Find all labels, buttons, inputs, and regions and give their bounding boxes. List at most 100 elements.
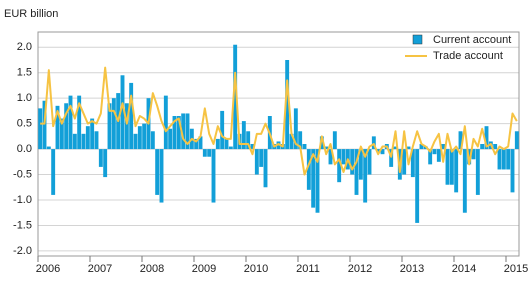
bar xyxy=(419,144,424,150)
legend-label: Trade account xyxy=(433,50,503,62)
bar xyxy=(241,121,246,150)
bar xyxy=(302,144,307,150)
y-tick-label: -0.5 xyxy=(13,168,32,180)
bar xyxy=(224,138,229,150)
bar xyxy=(159,149,164,203)
y-tick-label: 0.0 xyxy=(17,143,32,155)
bar xyxy=(319,136,324,150)
plot-frame xyxy=(37,31,520,257)
bar xyxy=(120,75,125,150)
bar xyxy=(376,149,381,152)
y-tick-label: 0.5 xyxy=(17,118,32,130)
bar xyxy=(415,149,420,223)
bar xyxy=(332,131,337,150)
bar xyxy=(81,133,86,150)
bar xyxy=(176,116,181,150)
line xyxy=(40,66,518,176)
bar xyxy=(371,136,376,150)
bar xyxy=(98,149,103,167)
x-tick-label: 2015 xyxy=(504,263,528,275)
bar xyxy=(354,149,359,195)
bar xyxy=(185,113,190,150)
bar xyxy=(306,149,311,190)
bar xyxy=(497,149,502,170)
bar xyxy=(501,149,506,170)
bar xyxy=(207,149,212,157)
bar xyxy=(328,149,333,165)
bar xyxy=(436,149,441,162)
bar xyxy=(445,149,450,185)
bar xyxy=(198,136,203,150)
y-tick-label: -1.0 xyxy=(13,194,32,206)
bar xyxy=(493,144,498,150)
bar xyxy=(202,149,207,157)
y-tick-label: 2.0 xyxy=(17,41,32,53)
bar xyxy=(168,128,173,150)
x-tick-label: 2010 xyxy=(244,263,268,275)
bar xyxy=(163,95,168,150)
x-tick-label: 2011 xyxy=(296,263,320,275)
bar xyxy=(484,126,489,150)
bar xyxy=(298,131,303,150)
x-tick-label: 2006 xyxy=(36,263,60,275)
legend-swatch xyxy=(412,34,423,45)
bar xyxy=(55,105,60,150)
bar xyxy=(172,116,177,150)
bar xyxy=(393,146,398,150)
bar xyxy=(133,133,138,150)
bar xyxy=(90,118,95,150)
bar xyxy=(380,149,385,155)
bar xyxy=(85,126,90,150)
x-tick-label: 2008 xyxy=(140,263,164,275)
bar xyxy=(254,149,259,175)
bar xyxy=(228,146,233,150)
bar xyxy=(341,149,346,165)
y-tick-label: -1.5 xyxy=(13,219,32,231)
bar xyxy=(68,95,73,150)
bar xyxy=(285,60,290,150)
bar xyxy=(64,103,69,150)
bar xyxy=(410,149,415,178)
bar xyxy=(220,110,225,150)
bar xyxy=(337,149,342,183)
bar xyxy=(458,131,463,150)
bar xyxy=(233,44,238,150)
bar xyxy=(293,108,298,150)
bar xyxy=(46,146,51,150)
bar xyxy=(510,149,515,193)
bar xyxy=(406,146,411,150)
bar xyxy=(124,103,129,150)
bar xyxy=(194,138,199,150)
bar xyxy=(358,149,363,180)
bar xyxy=(155,149,160,195)
bar xyxy=(462,149,467,213)
bar xyxy=(480,144,485,150)
bar xyxy=(42,100,47,150)
bar xyxy=(311,149,316,208)
bar xyxy=(72,133,77,150)
bar xyxy=(250,144,255,150)
bar xyxy=(471,149,476,160)
bar xyxy=(389,149,394,167)
bar xyxy=(211,149,216,203)
bar xyxy=(38,108,43,150)
bar xyxy=(246,131,251,150)
bar xyxy=(441,144,446,150)
bar xyxy=(289,133,294,150)
y-tick-label: -2.0 xyxy=(13,245,32,257)
bar xyxy=(129,82,134,150)
bar xyxy=(350,149,355,175)
bar xyxy=(428,149,433,165)
x-tick-label: 2014 xyxy=(452,263,476,275)
bar xyxy=(367,149,372,175)
x-tick-label: 2007 xyxy=(88,263,112,275)
bar xyxy=(402,149,407,175)
y-tick-label: 1.5 xyxy=(17,67,32,79)
bar xyxy=(506,149,511,170)
bar xyxy=(363,149,368,203)
bar xyxy=(475,149,480,195)
bar xyxy=(276,141,281,150)
bar xyxy=(142,123,147,150)
bar xyxy=(514,131,519,150)
